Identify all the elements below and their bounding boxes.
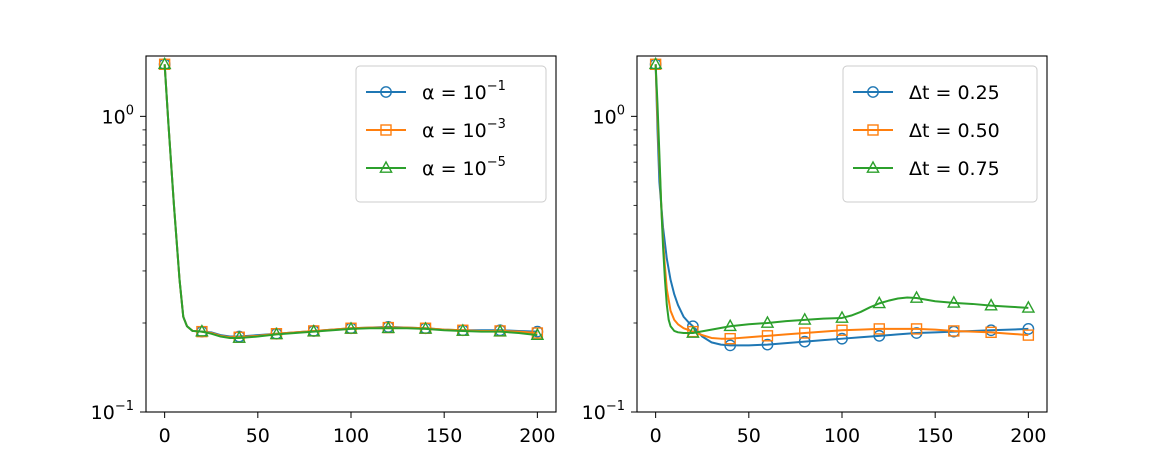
chart1-series-2-point [1021,300,1036,313]
chart1-series-1-point [948,325,960,337]
chart1-y-tick-label: 10−1 [582,399,625,424]
chart0-legend-marker-2 [379,160,393,173]
chart1-series-2-point [947,295,961,308]
chart1-series-1-point [985,326,997,339]
chart1-legend-marker-2 [866,160,880,173]
chart0-x-tick-label: 150 [426,425,462,447]
chart1-x-tick-label: 100 [824,425,860,447]
chart1-plot-area [648,56,1036,352]
chart0-series-2-point [344,321,358,334]
chart1-series-0-point [873,329,886,342]
chart1-series-2-point [760,315,775,328]
chart0-x-tick-label: 100 [333,425,369,447]
chart1-series-2-point [835,310,849,323]
chart0-series-2-point [381,320,396,334]
chart1-x-tick-label: 0 [650,425,662,447]
chart1-x-tick-label: 150 [917,425,953,447]
chart0-y-tick-label: 100 [102,103,134,128]
chart1-series-2-point [797,312,812,325]
chart0-series-2-point [232,330,246,343]
chart1-series-2-point [984,298,998,311]
chart1-axes-frame [636,55,1048,413]
chart1-y-tick-label: 100 [593,103,625,128]
chart1-series-1-point [910,323,923,335]
chart1-series-1-point [724,332,736,345]
chart1-x-tick-label: 200 [1010,425,1046,447]
chart0-y-tick-label: 10−1 [91,399,134,424]
chart1-legend-marker-0 [867,86,879,98]
chart1-legend-label-2: Δt = 0.75 [909,158,1000,180]
chart0-x-tick-label: 50 [246,425,270,447]
left-chart: 10−1 100 0 50 100 150 200 α = 10−1 α = 10−3 α = 1… [91,55,557,447]
chart0-series-2-point [418,321,433,334]
chart1-series-2-point [872,295,887,309]
chart1-series-2-point [723,318,737,332]
chart0-series-2-point [306,324,321,337]
chart1-series-0-point [761,338,774,351]
chart0-series-2-point [269,326,284,340]
chart1-series-2-point [686,325,700,338]
right-chart: 10−1 100 0 50 100 150 200 Δt = 0.25 Δt = 0.50 Δt … [582,55,1048,447]
chart0-series-2-point [157,56,172,70]
chart0-legend-label-1: α = 10−3 [422,117,506,142]
chart1-legend-label-0: Δt = 0.25 [909,82,1000,104]
chart1-series-2-point [648,56,663,70]
chart1-series-0-point [798,335,811,348]
chart1-series-1-point [836,324,848,336]
chart0-legend-marker-0 [380,86,392,98]
chart0-x-tick-label: 200 [519,425,555,447]
chart1-series-0-point [836,332,848,345]
chart1-series-2-line [654,64,1029,335]
chart1-series-0-line [654,64,1029,347]
chart0-legend-label-2: α = 10−5 [422,155,506,180]
chart1-series-2-point [909,290,924,303]
chart0-series-2-point [456,323,470,336]
chart1-series-1-point [1022,329,1035,341]
chart1-legend-label-1: Δt = 0.50 [909,120,1000,142]
chart1-series-1-point [761,330,774,342]
chart1-x-tick-label: 50 [737,425,761,447]
chart1-series-1-point [799,327,811,339]
chart1-legend-marker-1 [867,124,879,136]
chart0-series-2-line [163,64,538,339]
chart0-series-2-point [195,324,209,337]
chart0-legend-marker-1 [380,124,392,136]
chart0-axes-frame [145,55,557,413]
chart1-series-0-point [724,339,737,352]
chart0-series-2-point [493,324,507,337]
chart0-x-tick-label: 0 [159,425,171,447]
chart0-series-2-point [530,327,545,341]
chart0-legend-label-0: α = 10−1 [422,79,506,104]
chart0-plot-area [157,56,545,343]
chart1-series-1-point [873,323,885,335]
